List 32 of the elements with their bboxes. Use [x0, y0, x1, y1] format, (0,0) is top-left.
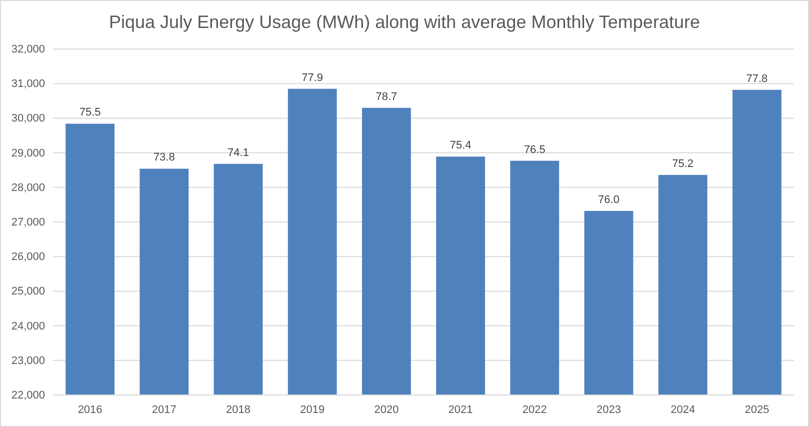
y-tick-label: 29,000	[11, 147, 45, 160]
x-tick-label: 2018	[226, 404, 250, 416]
y-tick-label: 30,000	[11, 112, 45, 125]
annotation: 77.9	[302, 72, 324, 84]
x-tick-label: 2016	[78, 404, 102, 416]
annotation: 78.7	[376, 90, 398, 103]
annotation: 76.0	[598, 194, 620, 206]
y-tick-label: 25,000	[11, 286, 45, 298]
y-tick-label: 26,000	[11, 251, 45, 264]
x-tick-label: 2019	[300, 404, 325, 416]
annotation: 77.8	[746, 72, 768, 85]
chart-title: Piqua July Energy Usage (MWh) along with average Monthly Temperature	[109, 12, 700, 32]
y-tick-label: 23,000	[11, 354, 45, 367]
x-tick-label: 2017	[152, 404, 176, 416]
annotation: 76.5	[524, 144, 546, 156]
annotation: 73.8	[153, 152, 175, 164]
y-tick-label: 24,000	[11, 320, 45, 332]
y-tick-label: 28,000	[11, 182, 45, 194]
x-tick-label: 2021	[448, 404, 473, 416]
annotation: 75.5	[79, 106, 101, 119]
y-tick-label: 27,000	[11, 216, 45, 229]
annotation: 75.4	[450, 140, 472, 152]
x-tick-label: 2025	[744, 404, 770, 416]
x-tick-label: 2023	[596, 404, 621, 416]
annotation: 75.2	[672, 158, 694, 170]
annotation: 74.1	[228, 146, 249, 159]
x-tick-label: 2022	[522, 404, 547, 416]
y-tick-label: 31,000	[11, 78, 45, 90]
y-tick-label: 22,000	[11, 390, 45, 402]
x-tick-label: 2024	[670, 404, 696, 416]
y-tick-label: 32,000	[11, 44, 45, 56]
x-tick-label: 2020	[374, 404, 399, 416]
